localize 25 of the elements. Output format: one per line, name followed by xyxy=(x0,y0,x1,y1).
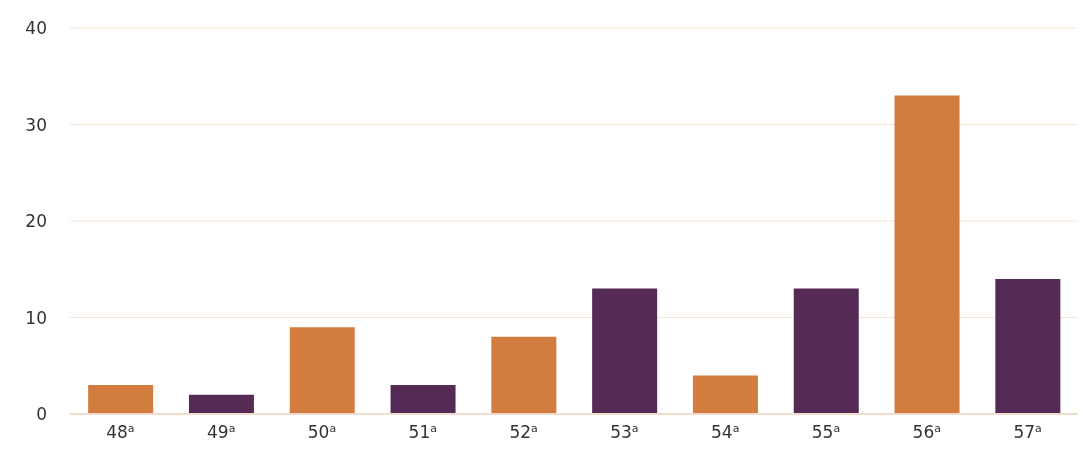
bar xyxy=(289,327,355,414)
x-tick-label: 53$^{a}$ xyxy=(610,421,639,442)
y-tick-label: 30 xyxy=(25,114,47,135)
bar xyxy=(692,375,758,414)
bar xyxy=(491,336,557,414)
x-tick-label: 51$^{a}$ xyxy=(408,421,437,442)
y-tick-label: 0 xyxy=(36,404,47,425)
bar xyxy=(995,278,1061,414)
y-tick-label: 20 xyxy=(25,211,47,232)
bar xyxy=(793,288,859,414)
y-tick-label: 10 xyxy=(25,307,47,328)
bar xyxy=(188,394,254,414)
bar xyxy=(894,95,960,414)
x-tick-label: 54$^{a}$ xyxy=(711,421,740,442)
x-tick-label: 56$^{a}$ xyxy=(912,421,941,442)
x-tick-label: 49$^{a}$ xyxy=(207,421,236,442)
x-tick-label: 48$^{a}$ xyxy=(106,421,135,442)
bar xyxy=(592,288,658,414)
x-tick-label: 50$^{a}$ xyxy=(307,421,337,442)
x-tick-label: 57$^{a}$ xyxy=(1013,421,1042,442)
bar xyxy=(390,385,456,414)
x-tick-label: 52$^{a}$ xyxy=(509,421,538,442)
bar xyxy=(88,385,154,414)
x-tick-label: 55$^{a}$ xyxy=(811,421,841,442)
y-tick-label: 40 xyxy=(25,18,47,39)
